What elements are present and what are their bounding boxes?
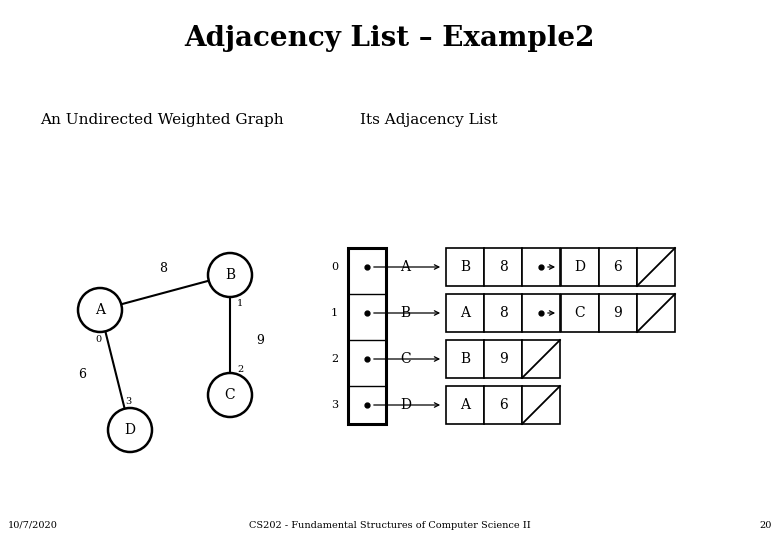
Text: D: D (125, 423, 136, 437)
Text: 8: 8 (498, 260, 507, 274)
Text: B: B (225, 268, 235, 282)
Bar (522, 340, 560, 378)
Bar (446, 386, 484, 424)
Text: C: C (400, 352, 410, 366)
Text: 3: 3 (331, 400, 338, 410)
Text: An Undirected Weighted Graph: An Undirected Weighted Graph (40, 113, 284, 127)
Bar (484, 248, 522, 286)
Bar (561, 294, 599, 332)
Text: C: C (225, 388, 236, 402)
Text: B: B (460, 352, 470, 366)
Bar (484, 386, 522, 424)
Bar (348, 248, 386, 424)
Text: 6: 6 (614, 260, 622, 274)
Text: 9: 9 (614, 306, 622, 320)
Bar (484, 340, 522, 378)
Text: 0: 0 (331, 262, 338, 272)
Text: D: D (575, 260, 586, 274)
Text: 3: 3 (125, 397, 131, 407)
Text: 9: 9 (498, 352, 507, 366)
Text: A: A (460, 398, 470, 412)
Text: D: D (400, 398, 411, 412)
Circle shape (208, 253, 252, 297)
Bar (446, 248, 484, 286)
Bar (446, 294, 484, 332)
Text: 1: 1 (331, 308, 338, 318)
Bar (599, 248, 637, 286)
Text: 0: 0 (95, 335, 101, 345)
Bar (522, 294, 560, 332)
Text: 6: 6 (78, 368, 86, 381)
Bar (637, 294, 675, 332)
Text: 1: 1 (237, 299, 243, 307)
Text: A: A (460, 306, 470, 320)
Text: A: A (400, 260, 410, 274)
Text: B: B (400, 306, 410, 320)
Text: Adjacency List – Example2: Adjacency List – Example2 (185, 24, 595, 51)
Text: 20: 20 (760, 521, 772, 530)
Text: 2: 2 (237, 364, 243, 374)
Bar (484, 294, 522, 332)
Bar (522, 386, 560, 424)
Text: 8: 8 (159, 261, 167, 274)
Circle shape (208, 373, 252, 417)
Text: A: A (95, 303, 105, 317)
Circle shape (78, 288, 122, 332)
Bar (637, 248, 675, 286)
Text: CS202 - Fundamental Structures of Computer Science II: CS202 - Fundamental Structures of Comput… (249, 521, 531, 530)
Text: 6: 6 (498, 398, 507, 412)
Circle shape (108, 408, 152, 452)
Text: 2: 2 (331, 354, 338, 364)
Text: Its Adjacency List: Its Adjacency List (360, 113, 498, 127)
Bar (561, 248, 599, 286)
Text: 10/7/2020: 10/7/2020 (8, 521, 58, 530)
Bar (599, 294, 637, 332)
Bar (446, 340, 484, 378)
Text: C: C (575, 306, 585, 320)
Text: 8: 8 (498, 306, 507, 320)
Text: B: B (460, 260, 470, 274)
Text: 9: 9 (256, 334, 264, 347)
Bar (522, 248, 560, 286)
